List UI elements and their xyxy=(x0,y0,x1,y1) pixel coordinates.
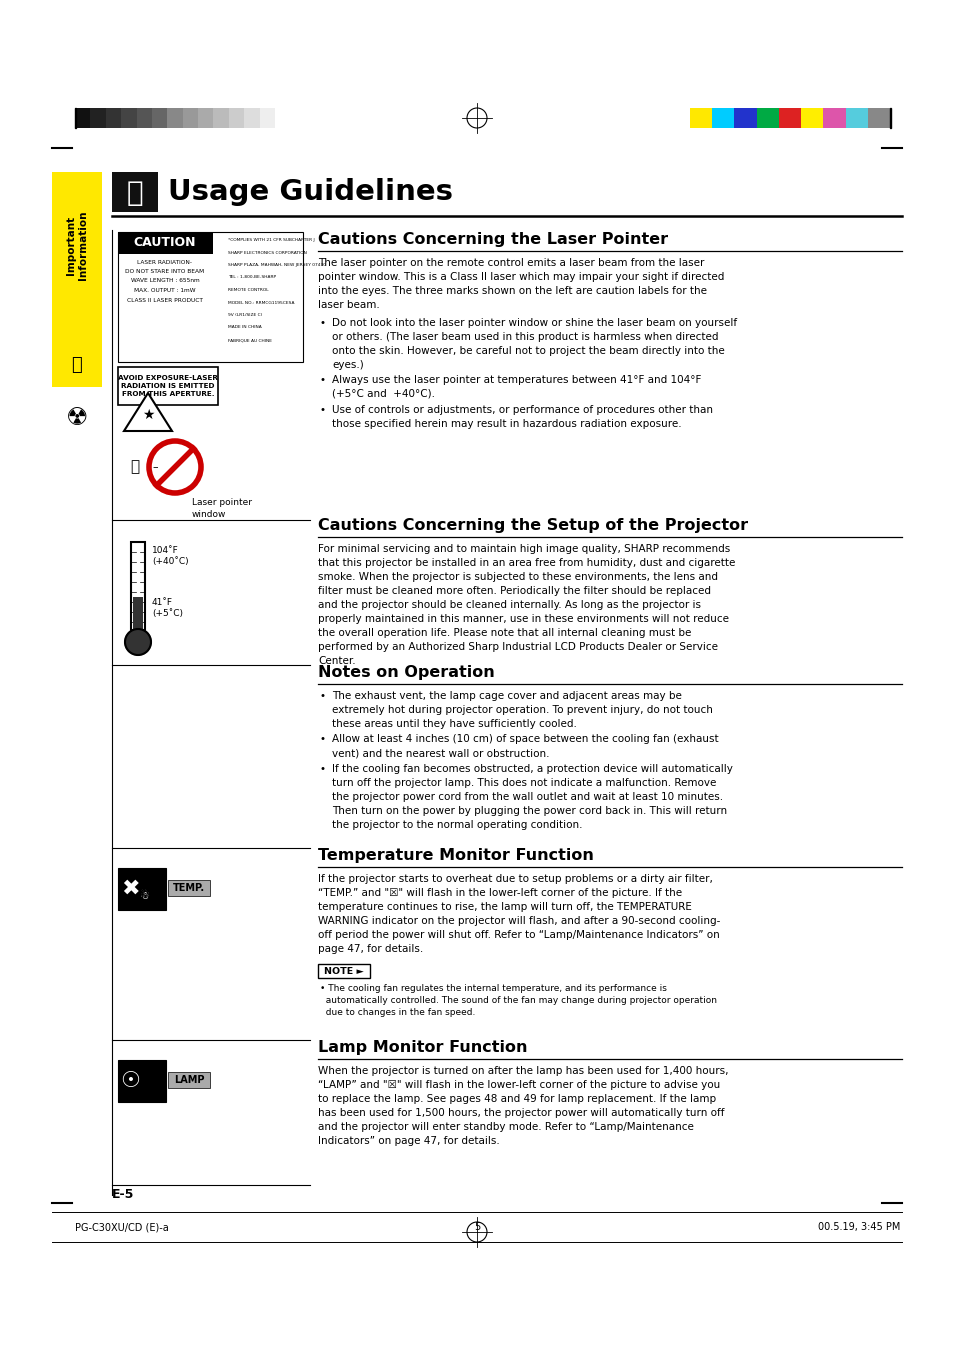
Bar xyxy=(889,108,890,128)
Bar xyxy=(118,867,166,911)
Text: •: • xyxy=(319,765,326,774)
Text: When the projector is turned on after the lamp has been used for 1,400 hours,
“L: When the projector is turned on after th… xyxy=(317,1066,728,1146)
Bar xyxy=(244,108,259,128)
Bar xyxy=(734,108,756,128)
Text: Notes on Operation: Notes on Operation xyxy=(317,665,495,680)
Text: •: • xyxy=(319,405,326,415)
Bar xyxy=(867,108,889,128)
Bar xyxy=(259,108,274,128)
Text: Important
Information: Important Information xyxy=(66,211,88,280)
Text: AVOID EXPOSURE-LASER
RADIATION IS EMITTED
FROM THIS APERTURE.: AVOID EXPOSURE-LASER RADIATION IS EMITTE… xyxy=(118,376,217,397)
Text: ☃: ☃ xyxy=(139,892,149,901)
Text: Cautions Concerning the Laser Pointer: Cautions Concerning the Laser Pointer xyxy=(317,232,667,247)
Bar xyxy=(198,108,213,128)
Bar xyxy=(75,108,76,128)
Text: –: – xyxy=(152,462,157,471)
Text: ☉: ☉ xyxy=(120,1071,140,1092)
Bar xyxy=(52,172,102,386)
Bar xyxy=(168,1071,210,1088)
Text: Use of controls or adjustments, or performance of procedures other than
those sp: Use of controls or adjustments, or perfo… xyxy=(332,405,712,430)
Text: 5: 5 xyxy=(474,1223,479,1232)
Text: • The cooling fan regulates the internal temperature, and its performance is
  a: • The cooling fan regulates the internal… xyxy=(319,984,717,1017)
Text: Lamp Monitor Function: Lamp Monitor Function xyxy=(317,1040,527,1055)
Bar xyxy=(131,542,145,630)
Bar xyxy=(756,108,778,128)
Text: 00.5.19, 3:45 PM: 00.5.19, 3:45 PM xyxy=(817,1223,899,1232)
Bar xyxy=(91,108,106,128)
Bar xyxy=(106,108,121,128)
Text: MAX. OUTPUT : 1mW: MAX. OUTPUT : 1mW xyxy=(134,288,195,293)
Text: E-5: E-5 xyxy=(112,1188,134,1201)
Text: CLASS II LASER PRODUCT: CLASS II LASER PRODUCT xyxy=(127,297,203,303)
Text: MODEL NO.: RRMCG1195CESA: MODEL NO.: RRMCG1195CESA xyxy=(228,300,294,304)
Bar xyxy=(213,108,229,128)
Bar xyxy=(317,965,370,978)
Text: TEMP.: TEMP. xyxy=(172,884,205,893)
Polygon shape xyxy=(124,393,172,431)
Text: For minimal servicing and to maintain high image quality, SHARP recommends
that : For minimal servicing and to maintain hi… xyxy=(317,544,735,666)
Bar xyxy=(75,108,91,128)
Text: ★: ★ xyxy=(142,408,154,422)
Text: WAVE LENGTH : 655nm: WAVE LENGTH : 655nm xyxy=(131,278,199,284)
Bar xyxy=(168,880,210,896)
Text: Usage Guidelines: Usage Guidelines xyxy=(168,178,453,205)
Bar xyxy=(822,108,844,128)
Text: LAMP: LAMP xyxy=(173,1075,204,1085)
Bar xyxy=(712,108,734,128)
Text: ⛓: ⛓ xyxy=(127,178,143,207)
Bar xyxy=(132,597,143,630)
Bar xyxy=(689,108,712,128)
Text: Allow at least 4 inches (10 cm) of space between the cooling fan (exhaust
vent) : Allow at least 4 inches (10 cm) of space… xyxy=(332,735,718,758)
Text: •: • xyxy=(319,690,326,701)
Text: The laser pointer on the remote control emits a laser beam from the laser
pointe: The laser pointer on the remote control … xyxy=(317,258,723,309)
Bar xyxy=(152,108,167,128)
Text: 104˚F
(+40˚C): 104˚F (+40˚C) xyxy=(152,546,189,566)
Text: CAUTION: CAUTION xyxy=(133,236,196,250)
Bar xyxy=(136,108,152,128)
Text: 👁: 👁 xyxy=(131,459,139,474)
Text: Laser pointer
window: Laser pointer window xyxy=(192,499,252,519)
Text: Always use the laser pointer at temperatures between 41°F and 104°F
(+5°C and  +: Always use the laser pointer at temperat… xyxy=(332,376,700,399)
Text: TEL : 1-800-BE-SHARP: TEL : 1-800-BE-SHARP xyxy=(228,276,275,280)
Text: NOTE ►: NOTE ► xyxy=(324,966,363,975)
Bar xyxy=(844,108,867,128)
Text: DO NOT STARE INTO BEAM: DO NOT STARE INTO BEAM xyxy=(125,269,204,274)
Text: 9V (LR1/SIZE C): 9V (LR1/SIZE C) xyxy=(228,313,262,317)
Bar xyxy=(801,108,822,128)
Text: *COMPLIES WITH 21 CFR SUBCHAPTER J: *COMPLIES WITH 21 CFR SUBCHAPTER J xyxy=(228,238,314,242)
Text: If the projector starts to overheat due to setup problems or a dirty air filter,: If the projector starts to overheat due … xyxy=(317,874,720,954)
Bar xyxy=(121,108,136,128)
Text: SHARP ELECTRONICS CORPORATION: SHARP ELECTRONICS CORPORATION xyxy=(228,250,307,254)
Text: MADE IN CHINA: MADE IN CHINA xyxy=(228,326,261,330)
Text: •: • xyxy=(319,735,326,744)
Text: The exhaust vent, the lamp cage cover and adjacent areas may be
extremely hot du: The exhaust vent, the lamp cage cover an… xyxy=(332,690,712,730)
Text: PG-C30XU/CD (E)-a: PG-C30XU/CD (E)-a xyxy=(75,1223,169,1232)
Text: REMOTE CONTROL: REMOTE CONTROL xyxy=(228,288,269,292)
Bar xyxy=(118,232,303,362)
Circle shape xyxy=(125,630,151,655)
Text: LASER RADIATION-: LASER RADIATION- xyxy=(137,259,193,265)
Text: ☢: ☢ xyxy=(66,407,88,430)
Bar xyxy=(229,108,244,128)
Text: Temperature Monitor Function: Temperature Monitor Function xyxy=(317,848,594,863)
Bar xyxy=(778,108,801,128)
Text: •: • xyxy=(319,376,326,385)
Text: •: • xyxy=(319,317,326,328)
Text: FABRIQUE AU CHINE: FABRIQUE AU CHINE xyxy=(228,338,272,342)
Text: ⛓: ⛓ xyxy=(71,357,82,374)
Bar xyxy=(183,108,198,128)
Text: If the cooling fan becomes obstructed, a protection device will automatically
tu: If the cooling fan becomes obstructed, a… xyxy=(332,765,732,831)
Bar xyxy=(118,1061,166,1102)
Text: SHARP PLAZA, MAHWAH, NEW JERSEY 07430: SHARP PLAZA, MAHWAH, NEW JERSEY 07430 xyxy=(228,263,326,267)
Bar xyxy=(118,232,213,254)
Text: ✖: ✖ xyxy=(121,880,139,898)
Bar xyxy=(118,367,218,405)
Bar xyxy=(112,172,158,212)
Text: Cautions Concerning the Setup of the Projector: Cautions Concerning the Setup of the Pro… xyxy=(317,517,747,534)
Text: Do not look into the laser pointer window or shine the laser beam on yourself
or: Do not look into the laser pointer windo… xyxy=(332,317,737,370)
Text: 41˚F
(+5˚C): 41˚F (+5˚C) xyxy=(152,598,183,619)
Bar xyxy=(167,108,183,128)
